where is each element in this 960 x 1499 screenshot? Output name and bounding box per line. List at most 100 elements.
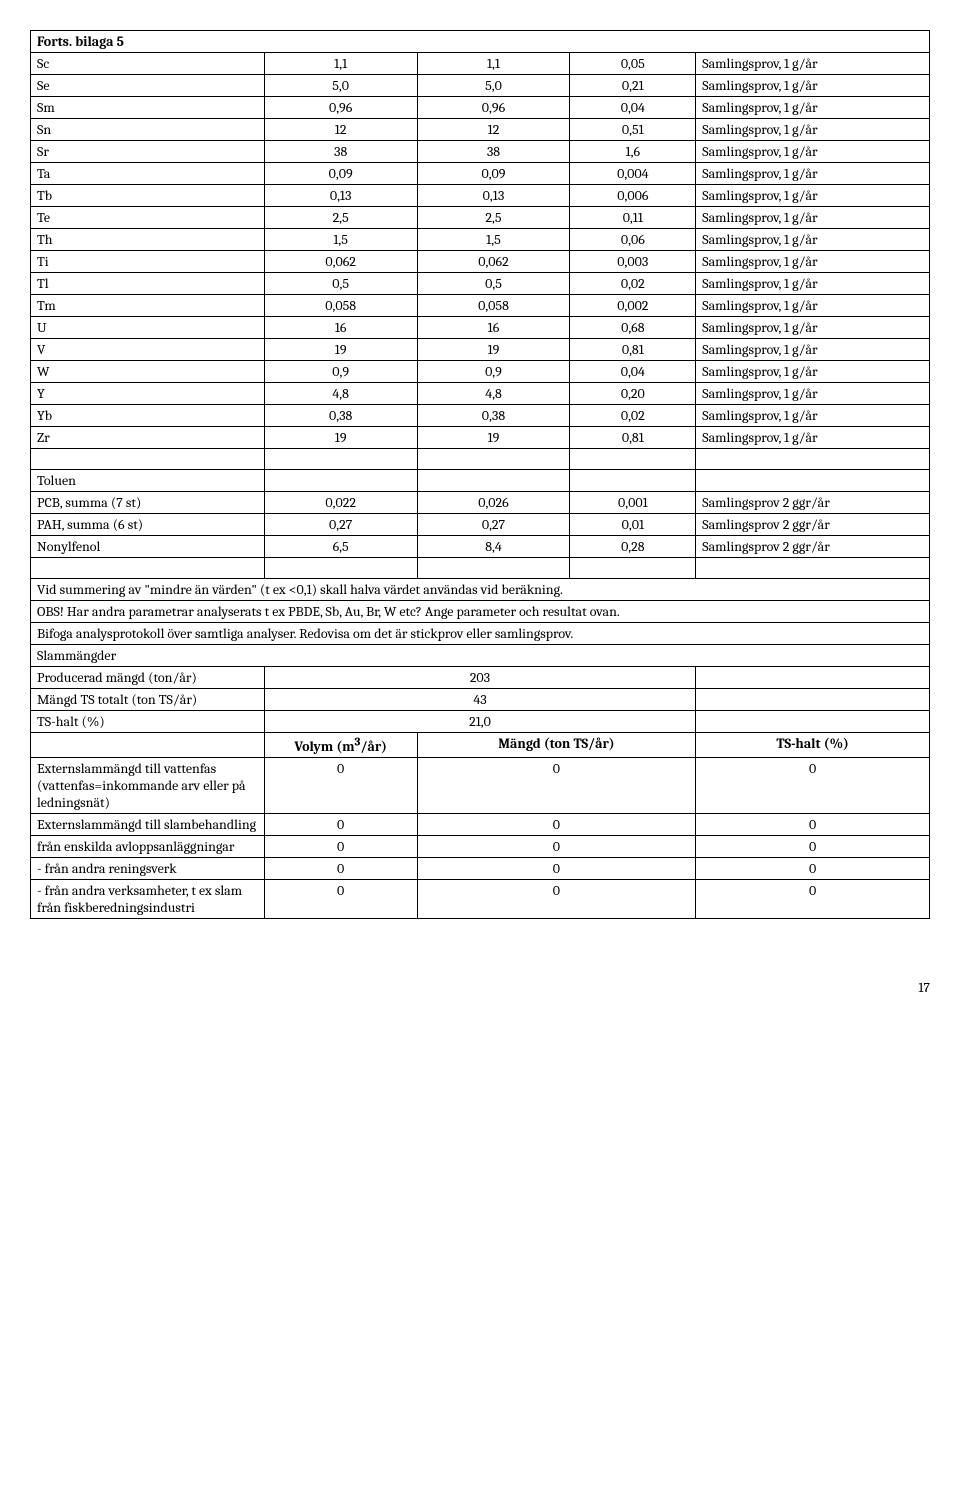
element-symbol: Yb xyxy=(31,405,265,427)
value-col-c: 0,51 xyxy=(570,119,696,141)
col-header-volym: Volym (m3/år) xyxy=(264,733,417,758)
value-col-b: 0,38 xyxy=(417,405,570,427)
extern-volym: 0 xyxy=(264,813,417,835)
value-col-a: 1,1 xyxy=(264,53,417,75)
ts-halt-label: TS-halt (%) xyxy=(31,711,265,733)
cell xyxy=(31,558,265,579)
page-number: 17 xyxy=(30,979,930,996)
value-col-a: 0,09 xyxy=(264,163,417,185)
element-symbol: Ta xyxy=(31,163,265,185)
data-table: Forts. bilaga 5Sc1,11,10,05Samlingsprov,… xyxy=(30,30,930,919)
element-symbol: Y xyxy=(31,383,265,405)
extern-volym: 0 xyxy=(264,857,417,879)
element-symbol: Tb xyxy=(31,185,265,207)
value-col-a: 0,022 xyxy=(264,492,417,514)
element-symbol: V xyxy=(31,339,265,361)
cell xyxy=(417,558,570,579)
ts-total-value: 43 xyxy=(264,689,696,711)
section-header: Forts. bilaga 5 xyxy=(31,31,930,53)
value-col-c: 0,20 xyxy=(570,383,696,405)
value-col-c: 0,001 xyxy=(570,492,696,514)
value-col-a: 12 xyxy=(264,119,417,141)
value-col-c: 0,002 xyxy=(570,295,696,317)
sample-description: Samlingsprov, 1 g/år xyxy=(696,361,930,383)
sample-description: Samlingsprov, 1 g/år xyxy=(696,53,930,75)
element-symbol: Sc xyxy=(31,53,265,75)
extern-tshalt: 0 xyxy=(696,835,930,857)
element-symbol: Tm xyxy=(31,295,265,317)
note-text: Vid summering av "mindre än värden" (t e… xyxy=(31,579,930,601)
sample-description: Samlingsprov 2 ggr/år xyxy=(696,514,930,536)
extern-label: från enskilda avloppsanläggningar xyxy=(31,835,265,857)
cell xyxy=(264,449,417,470)
value-col-a: 5,0 xyxy=(264,75,417,97)
value-col-b: 12 xyxy=(417,119,570,141)
extern-mangd: 0 xyxy=(417,813,696,835)
element-symbol: Se xyxy=(31,75,265,97)
sample-description: Samlingsprov, 1 g/år xyxy=(696,295,930,317)
value-col-c: 0,21 xyxy=(570,75,696,97)
value-col-a: 19 xyxy=(264,427,417,449)
element-symbol: Sr xyxy=(31,141,265,163)
cell xyxy=(264,558,417,579)
value-col-b: 8,4 xyxy=(417,536,570,558)
cell xyxy=(570,470,696,492)
cell xyxy=(570,558,696,579)
value-col-a: 0,5 xyxy=(264,273,417,295)
value-col-a: 1,5 xyxy=(264,229,417,251)
element-symbol: Te xyxy=(31,207,265,229)
sample-description: Samlingsprov, 1 g/år xyxy=(696,383,930,405)
sample-description: Samlingsprov, 1 g/år xyxy=(696,339,930,361)
value-col-b: 0,9 xyxy=(417,361,570,383)
element-symbol: Sm xyxy=(31,97,265,119)
value-col-b: 1,1 xyxy=(417,53,570,75)
element-symbol: Sn xyxy=(31,119,265,141)
toluen-label: Toluen xyxy=(31,470,265,492)
value-col-c: 0,04 xyxy=(570,97,696,119)
empty-cell xyxy=(31,733,265,758)
sample-description: Samlingsprov, 1 g/år xyxy=(696,273,930,295)
value-col-c: 0,02 xyxy=(570,273,696,295)
empty-cell xyxy=(696,711,930,733)
element-symbol: W xyxy=(31,361,265,383)
value-col-b: 0,27 xyxy=(417,514,570,536)
value-col-b: 1,5 xyxy=(417,229,570,251)
value-col-a: 16 xyxy=(264,317,417,339)
value-col-a: 19 xyxy=(264,339,417,361)
ts-halt-value: 21,0 xyxy=(264,711,696,733)
extern-label: Externslammängd till vattenfas (vattenfa… xyxy=(31,757,265,813)
value-col-b: 0,5 xyxy=(417,273,570,295)
value-col-a: 0,38 xyxy=(264,405,417,427)
value-col-b: 19 xyxy=(417,339,570,361)
value-col-b: 5,0 xyxy=(417,75,570,97)
cell xyxy=(696,449,930,470)
col-header-tshalt: TS-halt (%) xyxy=(696,733,930,758)
extern-mangd: 0 xyxy=(417,757,696,813)
sample-description: Samlingsprov, 1 g/år xyxy=(696,141,930,163)
value-col-c: 0,11 xyxy=(570,207,696,229)
value-col-a: 2,5 xyxy=(264,207,417,229)
value-col-a: 0,13 xyxy=(264,185,417,207)
compound-name: PAH, summa (6 st) xyxy=(31,514,265,536)
cell xyxy=(696,470,930,492)
element-symbol: Ti xyxy=(31,251,265,273)
cell xyxy=(264,470,417,492)
value-col-a: 0,058 xyxy=(264,295,417,317)
produced-value: 203 xyxy=(264,667,696,689)
value-col-c: 0,004 xyxy=(570,163,696,185)
extern-tshalt: 0 xyxy=(696,857,930,879)
value-col-b: 0,96 xyxy=(417,97,570,119)
empty-cell xyxy=(696,689,930,711)
value-col-c: 0,81 xyxy=(570,427,696,449)
value-col-b: 0,13 xyxy=(417,185,570,207)
sample-description: Samlingsprov, 1 g/år xyxy=(696,185,930,207)
value-col-b: 19 xyxy=(417,427,570,449)
value-col-b: 38 xyxy=(417,141,570,163)
cell xyxy=(31,449,265,470)
sample-description: Samlingsprov, 1 g/år xyxy=(696,207,930,229)
value-col-c: 0,006 xyxy=(570,185,696,207)
sample-description: Samlingsprov 2 ggr/år xyxy=(696,536,930,558)
value-col-c: 0,28 xyxy=(570,536,696,558)
extern-label: - från andra verksamheter, t ex slam frå… xyxy=(31,879,265,918)
sample-description: Samlingsprov, 1 g/år xyxy=(696,229,930,251)
